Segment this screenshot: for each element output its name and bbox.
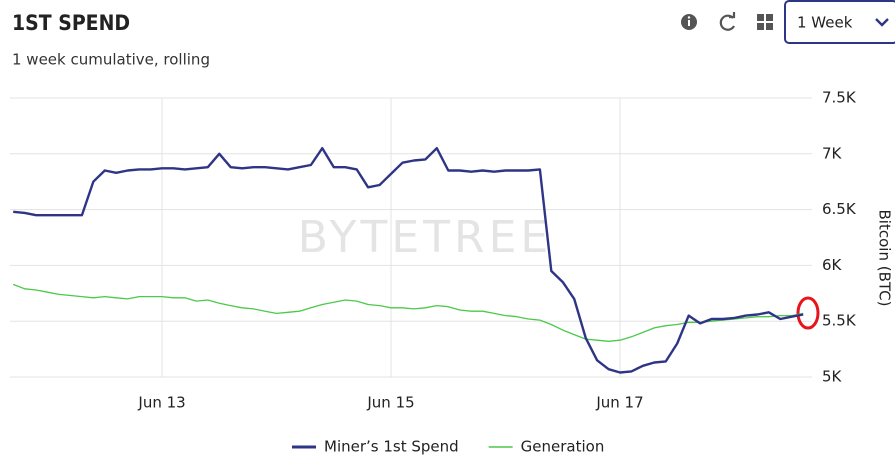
series-line <box>12 283 804 342</box>
watermark: BYTETREE <box>298 212 552 263</box>
grid <box>10 97 812 378</box>
legend-label: Generation <box>521 438 605 456</box>
x-tick-label: Jun 13 <box>137 394 185 412</box>
highlight-circle <box>796 296 820 330</box>
y-axis-label: Bitcoin (BTC) <box>876 210 894 307</box>
x-tick-label: Jun 17 <box>595 394 643 412</box>
info-icon[interactable] <box>681 14 697 30</box>
x-tick-label: Jun 15 <box>366 394 414 412</box>
y-tick-label: 7.5K <box>822 89 857 107</box>
series-line <box>13 147 804 374</box>
y-tick-label: 5K <box>822 368 843 386</box>
y-tick-label: 6K <box>822 256 843 274</box>
y-tick-label: 6.5K <box>822 200 857 218</box>
chart-title: 1ST SPEND <box>12 11 130 35</box>
y-tick-label: 7K <box>822 144 843 162</box>
dropdown-value: 1 Week <box>797 14 853 32</box>
layout-icon[interactable] <box>757 14 773 30</box>
y-tick-label: 5.5K <box>822 312 857 330</box>
refresh-icon[interactable] <box>719 12 736 31</box>
chart-subtitle: 1 week cumulative, rolling <box>12 51 210 69</box>
range-dropdown[interactable]: 1 Week <box>784 0 895 44</box>
legend-label: Miner’s 1st Spend <box>324 438 459 456</box>
